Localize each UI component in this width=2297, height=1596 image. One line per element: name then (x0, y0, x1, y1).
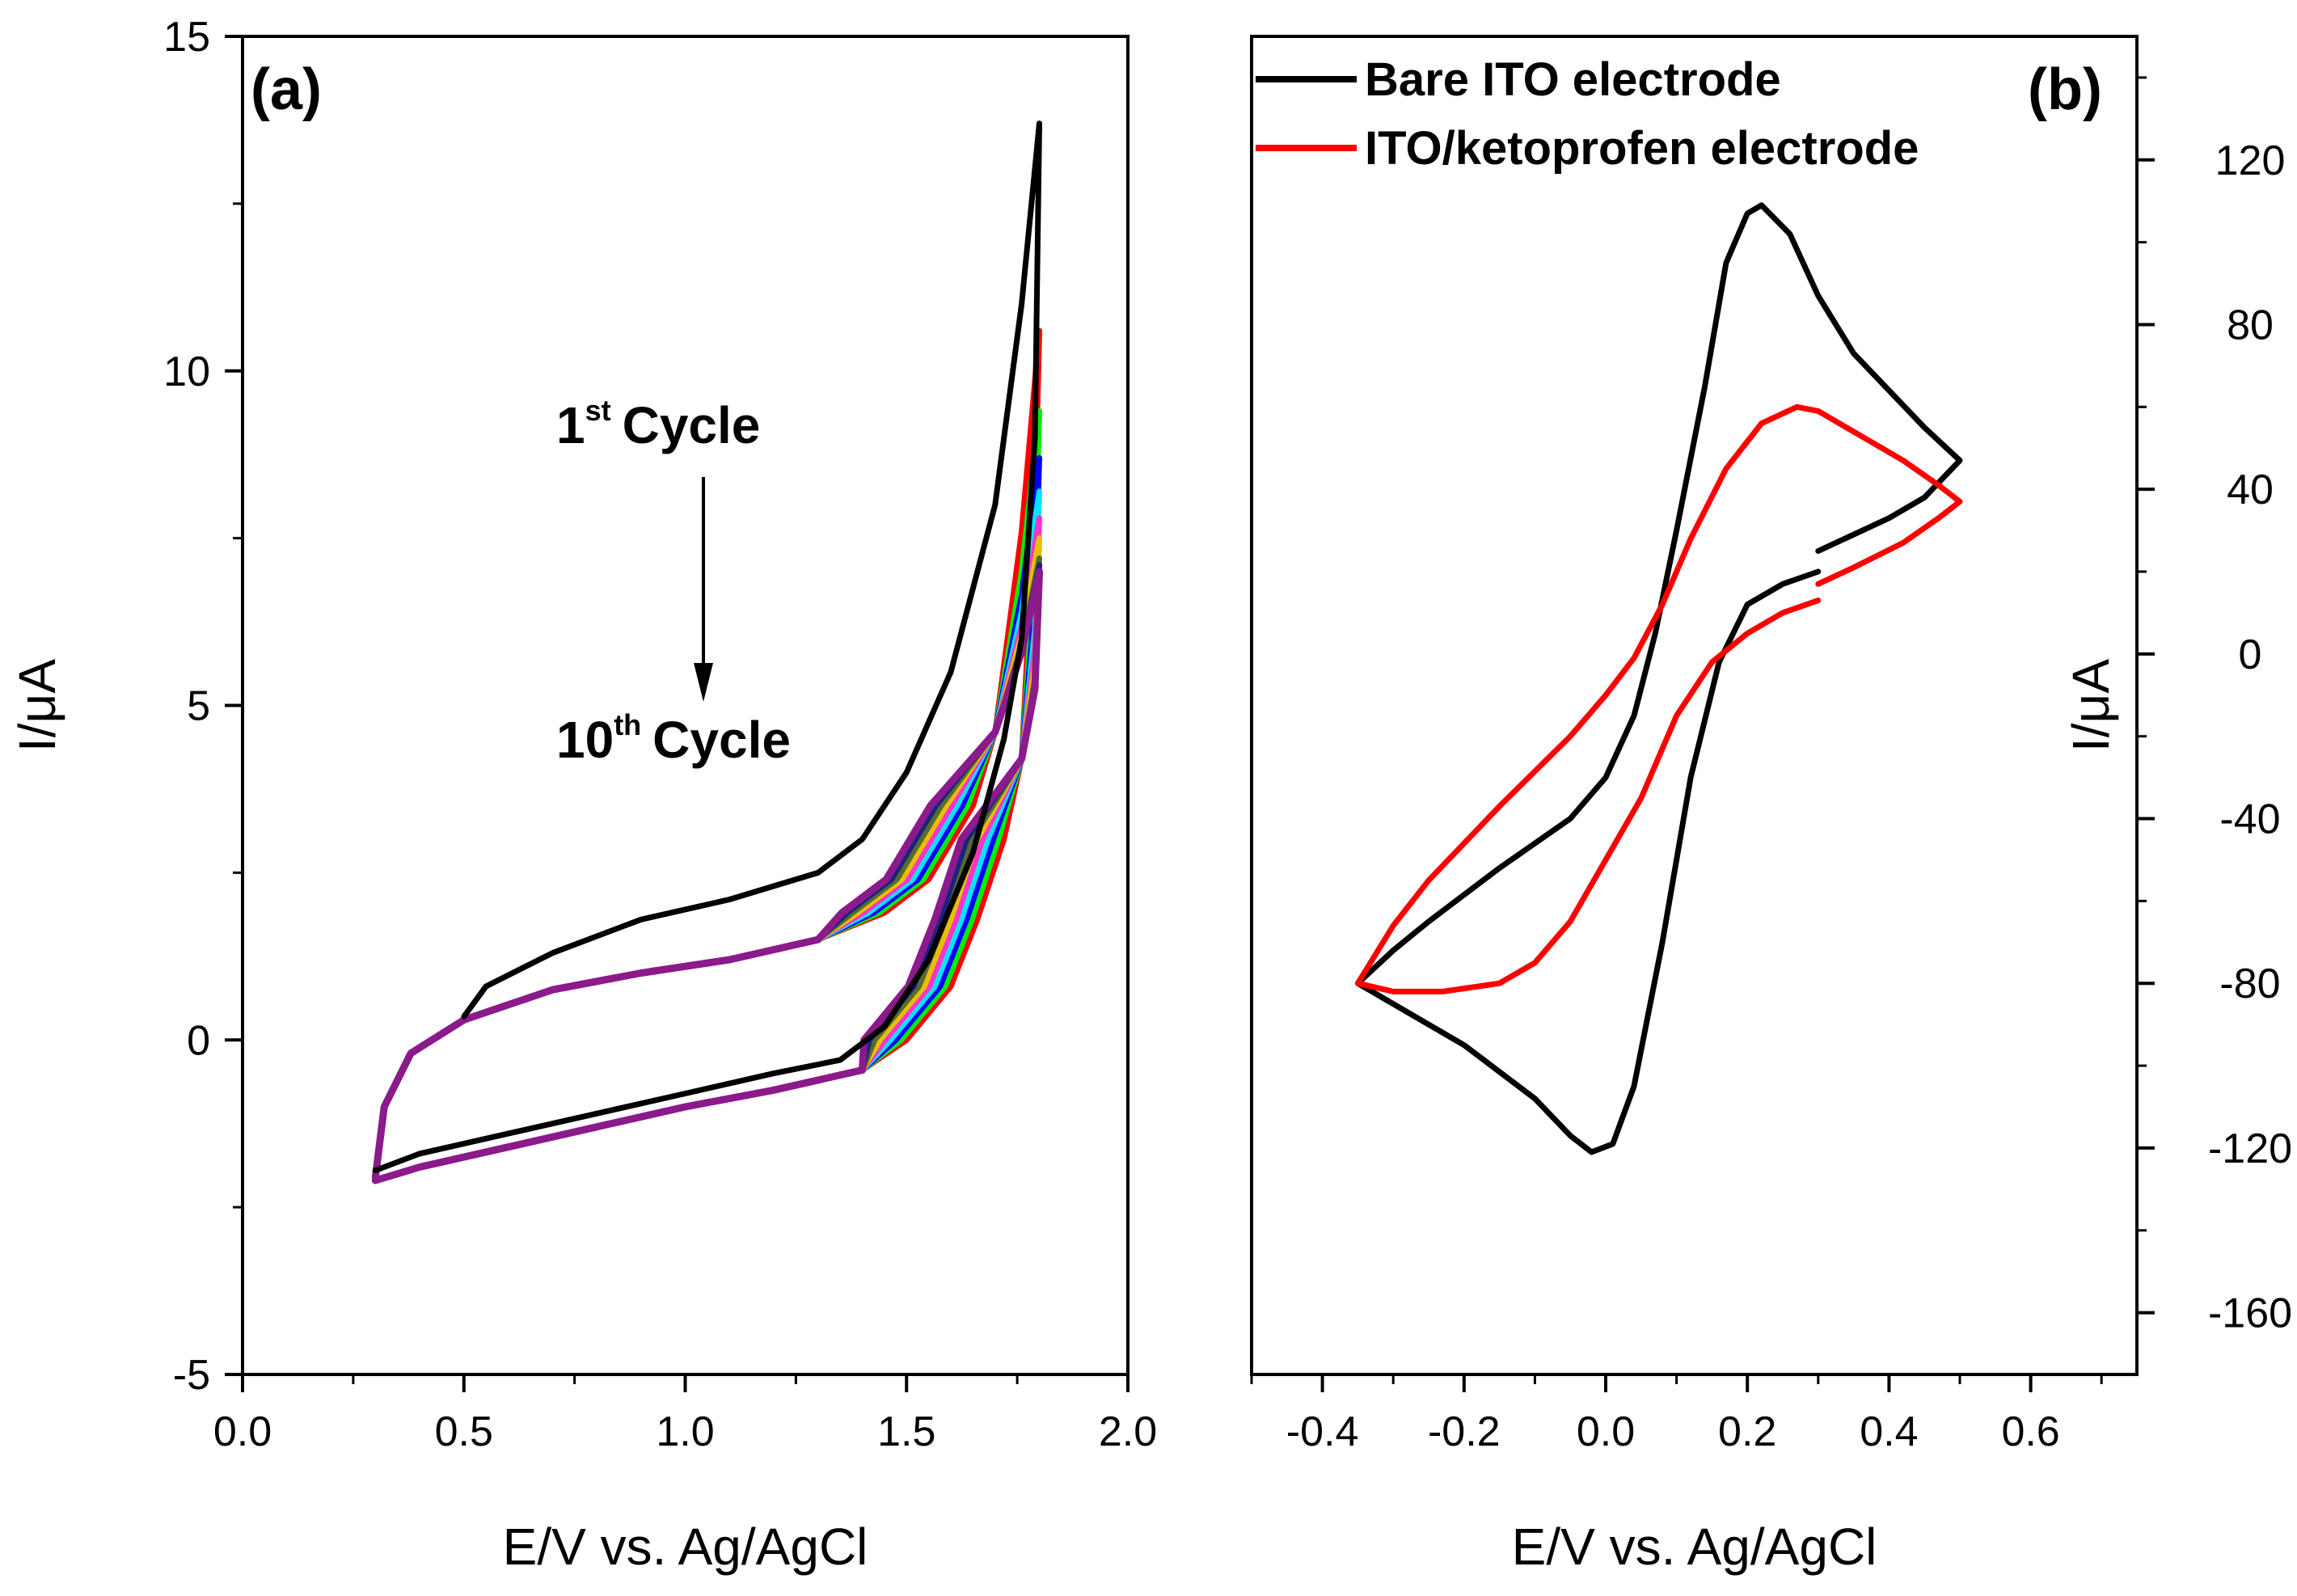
panel-a-chart: 0.0 0.5 1.0 1.5 2.0 -5 0 5 10 15 (a) E/V vs. Ag/A… (8, 14, 1157, 1576)
panel-a-series (371, 120, 1043, 1184)
annotation-last-cycle-word: Cycle (652, 711, 791, 769)
panel-b-x-tick-label: -0.4 (1286, 1408, 1359, 1455)
panel-a-x-tick-label: 1.5 (877, 1408, 935, 1455)
panel-b-x-tick-label: 0.0 (1577, 1408, 1635, 1455)
cycle-direction-arrowhead (694, 663, 713, 702)
panel-b-y-tick-label: -40 (2219, 796, 2280, 843)
panel-b-y-tick-label: -160 (2208, 1290, 2292, 1337)
annotation-first-cycle-superscript: st (585, 394, 611, 427)
panel-b-y-axis-title: I/μA (2062, 659, 2120, 752)
panel-b-y-tick-label: 0 (2239, 631, 2262, 678)
panel-a-x-axis-title: E/V vs. Ag/AgCl (503, 1518, 868, 1576)
panel-b-ticks: -0.4 -0.2 0.0 0.2 0.4 0.6 120 80 40 0 -40 -80 -120 -1… (1250, 76, 2292, 1455)
panel-b-legend: Bare ITO electrode ITO/ketoprofen electr… (1256, 53, 1919, 175)
panel-b-y-tick-label: -80 (2219, 961, 2280, 1007)
annotation-first-cycle: 1st Cycle (556, 394, 760, 454)
panel-a-y-tick-label: -5 (173, 1352, 210, 1399)
cv-curve-bare-ito (1354, 202, 1963, 1155)
panel-a-ticks: 0.0 0.5 1.0 1.5 2.0 -5 0 5 10 15 (163, 14, 1157, 1455)
cv-curve-cycle-10 (371, 568, 1043, 1184)
panel-b-x-tick-label: 0.6 (2001, 1408, 2059, 1455)
panel-b-y-tick-label: 80 (2227, 302, 2274, 348)
legend-label-ito-ketoprofen: ITO/ketoprofen electrode (1365, 122, 1919, 175)
panel-a-y-tick-label: 5 (187, 683, 210, 730)
annotation-first-cycle-word: Cycle (623, 396, 761, 454)
panel-b-y-tick-label: 40 (2227, 467, 2274, 513)
panel-a-y-axis-title: I/μA (8, 659, 66, 752)
panel-b-y-tick-label: -120 (2208, 1125, 2292, 1172)
panel-b-x-axis-title: E/V vs. Ag/AgCl (1512, 1518, 1877, 1576)
panel-a-label: (a) (251, 57, 322, 122)
panel-b-x-tick-label: 0.2 (1718, 1408, 1776, 1455)
panel-a-x-tick-label: 0.5 (435, 1408, 493, 1455)
panel-a-x-tick-label: 2.0 (1099, 1408, 1157, 1455)
legend-label-bare-ito: Bare ITO electrode (1365, 53, 1781, 106)
panel-a-y-tick-label: 10 (163, 348, 210, 395)
panel-b-series (1354, 202, 1963, 1155)
annotation-last-cycle: 10th Cycle (556, 708, 791, 769)
panel-a-y-tick-label: 0 (187, 1017, 210, 1064)
panel-a-plot-frame (241, 35, 1129, 1376)
panel-b-x-tick-label: -0.2 (1428, 1408, 1501, 1455)
cv-curve-cycle-1 (372, 120, 1042, 1174)
cv-curve-ito-ketoprofen (1354, 403, 1963, 994)
panel-b-plot-frame (1250, 35, 2139, 1376)
panel-a-x-tick-label: 0.0 (213, 1408, 272, 1455)
panel-a-x-tick-label: 1.0 (656, 1408, 714, 1455)
panel-b-y-tick-label: 120 (2215, 137, 2286, 184)
panel-b-label: (b) (2028, 57, 2102, 122)
annotation-last-cycle-superscript: th (614, 708, 641, 741)
panel-b-chart: -0.4 -0.2 0.0 0.2 0.4 0.6 120 80 40 0 -40 -80 -120 -1… (1250, 35, 2292, 1576)
annotation-first-cycle-number: 1 (556, 396, 585, 454)
annotation-last-cycle-number: 10 (556, 711, 614, 769)
panel-b-x-tick-label: 0.4 (1860, 1408, 1918, 1455)
panel-a-y-tick-label: 15 (163, 14, 210, 61)
